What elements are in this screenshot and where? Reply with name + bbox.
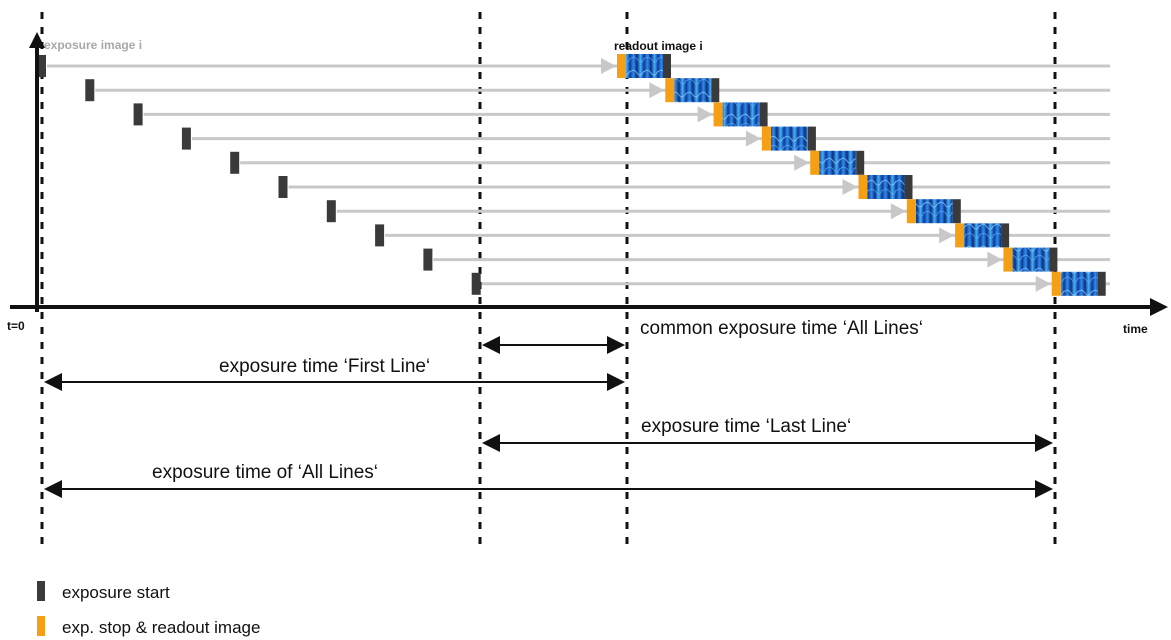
- legend: exposure start exp. stop & readout image: [37, 581, 260, 637]
- timeline-arrow-icon: [890, 203, 906, 220]
- readout-block: [964, 223, 1002, 248]
- arrow-left-icon: [482, 434, 500, 452]
- t0-label: t=0: [7, 319, 25, 333]
- sensor-line-row: [230, 150, 1110, 175]
- sensor-lines: [37, 54, 1110, 296]
- sensor-line-row: [278, 175, 1110, 199]
- exposure-start-mark: [326, 200, 336, 223]
- sensor-line-row: [471, 271, 1110, 296]
- readout-block: [722, 102, 760, 127]
- readout-end-mark: [904, 175, 913, 199]
- arrow-right-icon: [607, 336, 625, 354]
- timeline-arrow-icon: [697, 106, 713, 123]
- legend-item-stop: exp. stop & readout image: [37, 616, 260, 637]
- timeline-arrow-icon: [794, 154, 810, 171]
- exposure-stop-mark: [665, 78, 675, 103]
- sensor-line-row: [375, 223, 1110, 248]
- readout-block: [1060, 271, 1098, 296]
- legend-item-start: exposure start: [37, 581, 170, 602]
- exposure-start-mark: [85, 79, 95, 102]
- axes: t=0 time: [7, 32, 1168, 336]
- span-all-lines: exposure time of ‘All Lines‘: [44, 462, 1053, 498]
- readout-end-mark: [759, 102, 768, 127]
- exposure-stop-mark: [617, 54, 626, 78]
- exposure-stop-mark: [1051, 271, 1061, 296]
- exposure-image-label: exposure image i: [44, 38, 142, 52]
- y-axis-arrow-icon: [29, 32, 45, 48]
- arrow-left-icon: [44, 480, 62, 498]
- readout-end-mark: [856, 150, 865, 175]
- sensor-line-row: [37, 54, 1110, 78]
- arrow-right-icon: [1035, 434, 1053, 452]
- exposure-stop-mark: [713, 102, 723, 127]
- readout-block: [819, 150, 857, 175]
- readout-image-label: readout image i: [614, 39, 703, 53]
- exposure-stop-mark: [906, 199, 916, 224]
- readout-block: [867, 175, 905, 199]
- span-common-label: common exposure time ‘All Lines‘: [640, 318, 923, 339]
- readout-end-mark: [663, 54, 671, 78]
- timeline-arrow-icon: [842, 179, 858, 195]
- legend-start-label: exposure start: [62, 583, 170, 602]
- span-first-line-label: exposure time ‘First Line‘: [219, 356, 430, 377]
- readout-block: [674, 78, 712, 103]
- arrow-right-icon: [1035, 480, 1053, 498]
- exposure-stop-mark: [1003, 247, 1013, 272]
- exposure-start-mark: [423, 248, 433, 271]
- sensor-line-row: [423, 247, 1110, 272]
- readout-end-mark: [807, 126, 816, 151]
- exposure-start-mark: [278, 176, 288, 198]
- readout-end-mark: [711, 78, 720, 103]
- readout-block: [915, 199, 953, 224]
- span-first-line: exposure time ‘First Line‘: [44, 356, 625, 391]
- timeline-arrow-icon: [745, 130, 761, 147]
- exposure-start-mark: [133, 103, 143, 126]
- span-arrows: common exposure time ‘All Lines‘ exposur…: [44, 318, 1053, 498]
- readout-block: [1012, 247, 1050, 272]
- timeline-arrow-icon: [1035, 275, 1051, 292]
- exposure-start-mark: [37, 55, 46, 77]
- span-all-lines-label: exposure time of ‘All Lines‘: [152, 462, 378, 483]
- timeline-arrow-icon: [939, 227, 955, 244]
- sensor-line-row: [85, 78, 1110, 103]
- timeline-arrow-icon: [649, 82, 665, 99]
- exposure-stop-mark: [810, 150, 820, 175]
- arrow-left-icon: [44, 373, 62, 391]
- arrow-right-icon: [607, 373, 625, 391]
- readout-end-mark: [1001, 223, 1010, 248]
- timeline-arrow-icon: [987, 251, 1003, 268]
- exposure-start-mark: [375, 224, 385, 247]
- exposure-stop-swatch-icon: [37, 616, 45, 636]
- exposure-start-mark: [471, 272, 481, 295]
- timeline-arrow-icon: [601, 58, 616, 74]
- readout-block: [626, 54, 663, 78]
- exposure-stop-mark: [761, 126, 771, 151]
- sensor-line-row: [326, 199, 1110, 224]
- exposure-stop-mark: [955, 223, 965, 248]
- sensor-line-row: [133, 102, 1110, 127]
- readout-end-mark: [1049, 247, 1058, 272]
- arrow-left-icon: [482, 336, 500, 354]
- readout-end-mark: [952, 199, 961, 224]
- exposure-start-mark: [230, 151, 240, 174]
- legend-stop-label: exp. stop & readout image: [62, 618, 260, 637]
- exposure-stop-mark: [858, 175, 868, 199]
- readout-end-mark: [1097, 271, 1106, 296]
- span-last-line: exposure time ‘Last Line‘: [482, 416, 1053, 452]
- exposure-start-mark: [181, 127, 191, 150]
- readout-block: [770, 126, 808, 151]
- span-common: common exposure time ‘All Lines‘: [482, 318, 923, 354]
- time-label: time: [1123, 322, 1148, 336]
- sensor-line-row: [181, 126, 1110, 151]
- span-last-line-label: exposure time ‘Last Line‘: [641, 416, 851, 437]
- x-axis-arrow-icon: [1150, 298, 1168, 316]
- exposure-start-swatch-icon: [37, 581, 45, 601]
